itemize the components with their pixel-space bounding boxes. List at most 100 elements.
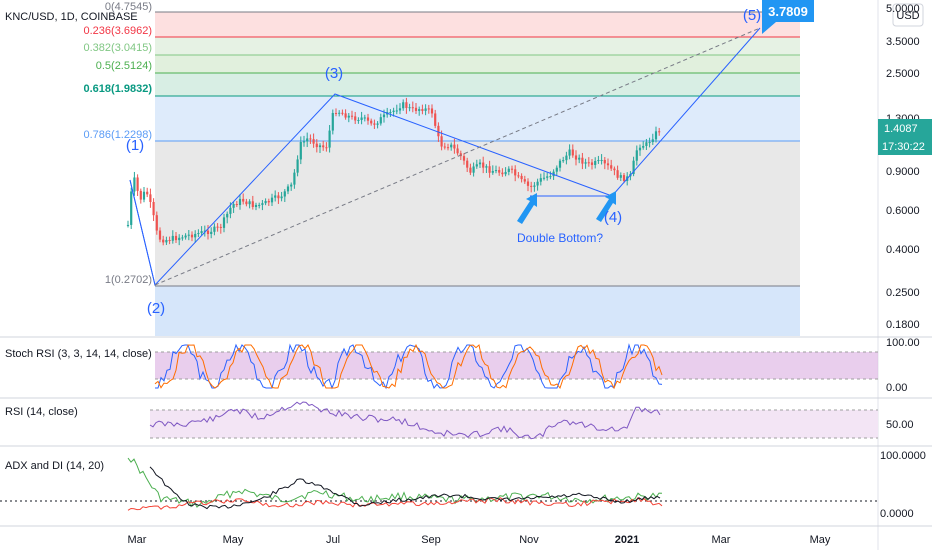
price-tick: 0.4000 [886,244,920,256]
candle-body [270,197,274,203]
candle-body [539,178,542,182]
candle-body [632,160,635,175]
stoch-rsi-pane[interactable]: Stoch RSI (3, 3, 14, 14, close) 100.00 0… [5,337,920,394]
currency-button[interactable] [892,3,924,27]
candle-body [542,177,546,179]
candle-body [638,147,642,151]
candle-body [232,204,235,208]
candle-body [654,131,658,140]
candle-body [302,141,306,143]
currency-label: USD [896,10,919,22]
candle-body [424,108,427,111]
candle-body [162,239,165,243]
candle-body [373,123,376,125]
candle-body [494,170,498,172]
candle-body [523,179,526,182]
elliott-wave-lines [129,27,761,287]
candle-body [171,235,174,241]
candle-body [312,139,315,144]
candle-body [437,125,440,137]
price-tick: 0.6000 [886,205,920,217]
candle-body [549,176,552,178]
candle-body [402,102,405,109]
rsi-pane[interactable]: RSI (14, close) 50.00 [5,401,914,440]
time-tick: Mar [712,534,731,546]
candle-body [590,162,594,165]
candle-body [296,159,299,173]
candle-body [187,234,190,236]
candle-body [501,172,504,175]
candle-body [264,201,267,204]
fib-label-1: 1(0.2702) [105,274,152,286]
candle-body [251,201,254,207]
candle-body [315,143,318,148]
fib-label-0786: 0.786(1.2298) [84,129,153,141]
price-axis[interactable]: USD 5.0000 3.5000 2.5000 1.3000 0.9000 0… [877,0,932,550]
candle-body [418,109,421,111]
candle-body [562,160,565,162]
wave-label-5: (5) [743,7,761,24]
candle-body [587,162,590,164]
candle-body [379,117,382,124]
candle-body [366,117,370,121]
candle-body [344,113,347,118]
time-tick: May [810,534,831,546]
candle-body [229,207,232,214]
time-tick: Mar [128,534,147,546]
candle-body [325,147,328,149]
countdown-badge [878,137,932,155]
candle-body [181,237,184,239]
candle-body [475,164,478,167]
candle-body [283,191,286,197]
candle-body [235,204,238,206]
fib-label-0236: 0.236(3.6962) [84,25,153,37]
candle-body [174,235,178,241]
candle-body [613,168,616,171]
adx-line [149,466,661,510]
candle-body [571,149,574,156]
candle-body [261,203,264,205]
candle-body [299,142,302,160]
stoch-rsi-title: Stoch RSI (3, 3, 14, 14, close) [5,348,152,360]
candle-body [376,123,379,125]
candle-body [165,240,168,243]
time-axis[interactable]: Mar May Jul Sep Nov 2021 Mar May [128,534,831,546]
candle-body [485,166,488,168]
time-tick: 2021 [615,534,639,546]
candle-body [430,108,434,114]
candle-body [139,190,142,200]
double-bottom-arrows [517,191,616,224]
candle-body [142,191,146,200]
price-candles [126,97,661,246]
candle-body [357,119,360,121]
candle-body [248,201,251,205]
adx-pane[interactable]: ADX and DI (14, 20) 100.0000 0.0000 [0,450,926,520]
candle-body [184,235,187,238]
candle-body [136,177,139,191]
candle-body [194,233,197,238]
candle-body [363,117,366,119]
candle-body [635,150,638,161]
candle-body [574,155,578,160]
candle-body [498,170,501,173]
candle-body [568,149,571,156]
price-tick: 2.5000 [886,68,920,80]
candle-body [190,234,194,238]
wave-label-2: (2) [147,300,165,317]
candle-body [616,170,619,178]
candle-body [405,102,408,108]
candle-body [130,191,133,225]
candle-body [254,204,258,207]
candle-body [594,160,597,165]
candle-body [658,131,661,133]
candle-body [219,226,222,228]
candle-body [350,115,354,117]
candle-body [306,138,309,142]
candle-body [552,171,555,177]
candle-body [158,230,162,240]
candle-body [226,213,229,218]
target-badge[interactable]: 3.7809 [762,0,814,34]
candle-body [277,195,280,199]
candle-body [238,198,242,205]
